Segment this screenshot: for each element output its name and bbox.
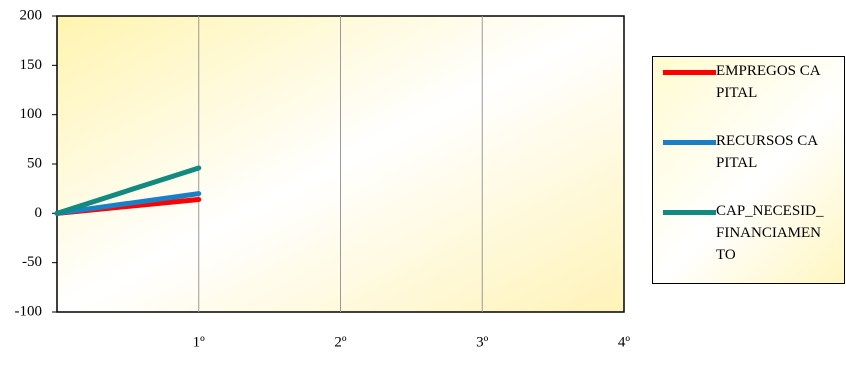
legend-entry: RECURSOS CAPITAL xyxy=(663,133,826,174)
legend-label: EMPREGOS CAPITAL xyxy=(716,63,821,101)
legend-swatch xyxy=(663,140,716,145)
y-tick-label: -100 xyxy=(15,303,43,319)
legend-swatch xyxy=(663,70,716,75)
y-tick-label: -50 xyxy=(22,254,42,270)
legend-swatch xyxy=(663,210,716,215)
y-tick-label: 100 xyxy=(20,106,43,122)
x-tick-label: 3º xyxy=(476,334,489,350)
series-line xyxy=(54,191,202,216)
y-tick-label: 200 xyxy=(20,7,43,23)
legend-entry: EMPREGOS CAPITAL xyxy=(663,63,826,104)
legend-entry: CAP_NECESID_FINANCIAMENTO xyxy=(663,203,826,266)
y-tick-label: 50 xyxy=(27,155,42,171)
y-tick-label: 150 xyxy=(20,57,43,73)
legend-label: CAP_NECESID_FINANCIAMENTO xyxy=(716,203,824,263)
x-tick-label: 2º xyxy=(334,334,347,350)
legend-label: RECURSOS CAPITAL xyxy=(716,133,819,171)
x-tick-label: 4º xyxy=(618,334,631,350)
legend: EMPREGOS CAPITAL RECURSOS CAPITAL CAP_NECE… xyxy=(652,56,845,284)
x-tick-label: 1º xyxy=(193,334,206,350)
y-tick-label: 0 xyxy=(35,205,43,221)
series-line xyxy=(54,165,202,216)
